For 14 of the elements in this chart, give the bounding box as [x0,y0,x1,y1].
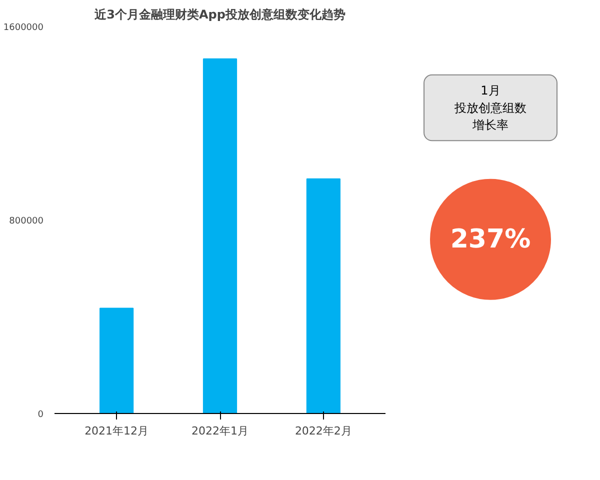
x-tick-label: 2022年1月 [192,424,249,438]
text: 投放创意组数 [454,100,526,115]
chart-title: 近3个月金融理财类App投放创意组数变化趋势 [94,8,346,22]
y-tick-label: 0 [38,410,44,420]
y-tick-label: 1600000 [3,23,44,33]
bar [100,308,134,414]
bar [202,58,238,414]
y-tick-label: 800000 [9,216,44,226]
text: 增长率 [472,118,508,132]
bar [306,178,340,414]
x-tick-label: 2021年12月 [84,424,149,438]
text: 1月 [480,83,500,98]
text: 237% [450,224,531,254]
x-tick-label: 2022年2月 [294,424,352,438]
